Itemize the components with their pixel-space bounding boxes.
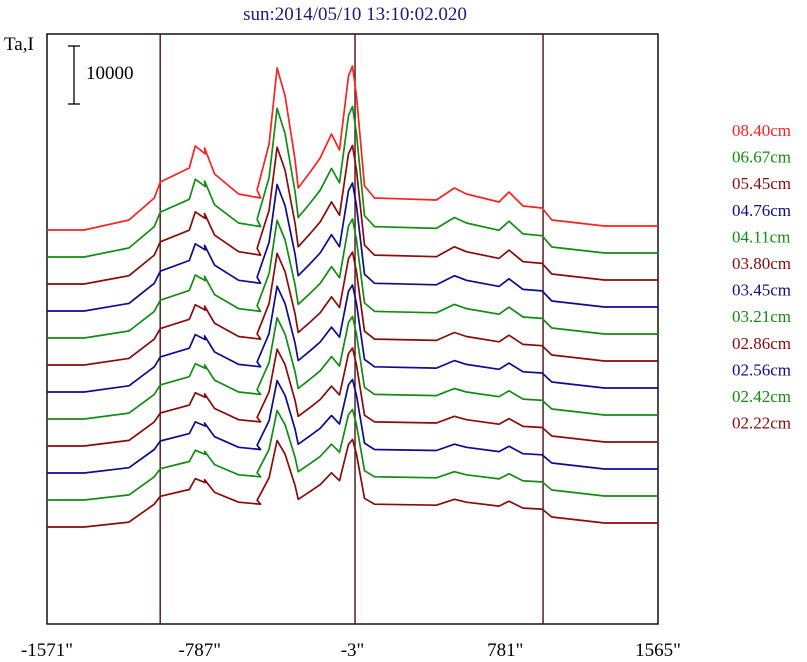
x-tick-label-0: -1571": [21, 640, 73, 661]
series-line: [47, 408, 658, 501]
legend-entry: 03.21cm: [732, 307, 791, 326]
legend-entry: 05.45cm: [732, 174, 791, 193]
scale-bar-label: 10000: [86, 63, 134, 84]
divider-lines: [159, 34, 544, 624]
legend-entry: 08.40cm: [732, 121, 791, 140]
legend-entry: 02.42cm: [732, 387, 791, 406]
series-line: [47, 438, 658, 528]
legend-entry: 06.67cm: [732, 148, 791, 167]
trace-group: [47, 65, 658, 528]
legend-entry: 03.45cm: [732, 281, 791, 300]
x-tick-label-4: 1565": [635, 640, 681, 661]
legend: 08.40cm 06.67cm 05.45cm 04.76cm 04.11cm 03.80…: [732, 121, 791, 433]
plot-frame: [46, 33, 659, 625]
series-line: [47, 182, 658, 312]
chart-title: sun:2014/05/10 13:10:02.020: [243, 4, 467, 25]
scale-bar: 10000: [68, 45, 134, 105]
plot-area: 10000: [46, 33, 659, 625]
series-line: [47, 105, 658, 258]
legend-entry: 03.80cm: [732, 254, 791, 273]
x-axis-ticks: -1571" -787" -3" 781" 1565": [21, 640, 681, 661]
series-line: [47, 251, 658, 366]
x-tick-label-3: 781": [487, 640, 523, 661]
series-line: [47, 284, 658, 393]
legend-entry: 04.76cm: [732, 201, 791, 220]
legend-entry: 02.56cm: [732, 360, 791, 379]
legend-entry: 04.11cm: [732, 227, 790, 246]
series-line: [47, 218, 658, 339]
series-line: [47, 347, 658, 447]
series-line: [47, 315, 658, 420]
legend-entry: 02.86cm: [732, 334, 791, 353]
x-tick-label-1: -787": [178, 640, 221, 661]
series-line: [47, 144, 658, 285]
series-line: [47, 378, 658, 474]
y-axis-label: Ta,I: [4, 34, 34, 55]
series-line: [47, 65, 658, 231]
x-tick-label-2: -3": [341, 640, 365, 661]
legend-entry: 02.22cm: [732, 414, 791, 433]
